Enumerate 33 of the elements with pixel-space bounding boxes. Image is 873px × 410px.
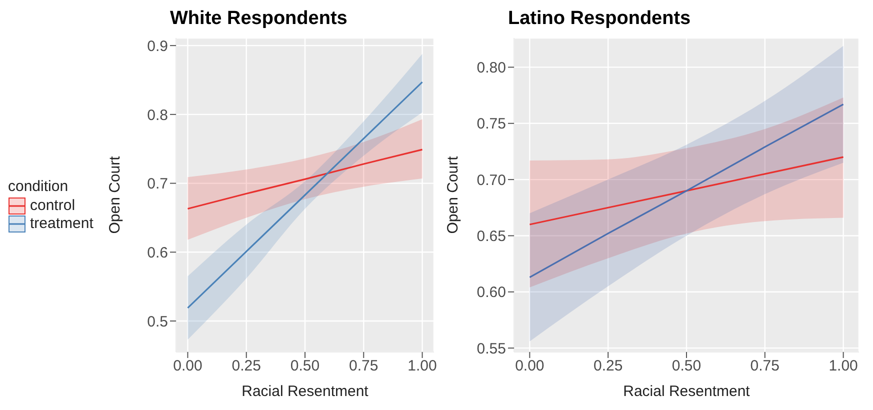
x-tick-label: 0.00 xyxy=(173,358,202,375)
x-tick-label: 1.00 xyxy=(408,358,437,375)
chart-title: Latino Respondents xyxy=(508,8,692,31)
y-tick-label: 0.8 xyxy=(147,106,168,124)
x-tick-label: 0.75 xyxy=(750,358,780,375)
x-axis-title: Racial Resentment xyxy=(623,383,751,400)
line-series xyxy=(186,148,424,210)
y-axis-title: Open Court xyxy=(444,155,462,234)
y-tick-label: 0.55 xyxy=(476,340,506,358)
x-tick-label: 0.25 xyxy=(232,358,261,375)
y-tick-label: 0.70 xyxy=(476,172,506,189)
legend-title: condition xyxy=(8,178,70,194)
y-tick-label: 0.65 xyxy=(476,228,506,246)
line-series xyxy=(528,156,844,226)
y-tick-label: 0.6 xyxy=(147,244,168,262)
y-tick-label: 0.75 xyxy=(476,116,506,133)
x-tick-label: 0.50 xyxy=(672,358,702,375)
legend-label: control xyxy=(30,197,76,214)
x-axis-title: Racial Resentment xyxy=(242,383,370,400)
chart-title: White Respondents xyxy=(170,8,348,31)
y-axis-title: Open Court xyxy=(106,155,124,234)
line-series xyxy=(186,81,424,309)
x-tick-label: 0.00 xyxy=(515,358,544,375)
y-tick-label: 0.80 xyxy=(476,60,506,77)
x-tick-label: 0.50 xyxy=(290,358,320,375)
x-tick-label: 0.75 xyxy=(349,358,378,375)
y-tick-label: 0.5 xyxy=(147,313,168,330)
y-tick-label: 0.7 xyxy=(147,176,168,193)
x-tick-label: 0.25 xyxy=(593,358,623,375)
y-tick-label: 0.9 xyxy=(147,38,168,55)
legend-label: treatment xyxy=(30,215,94,232)
y-tick-label: 0.60 xyxy=(476,284,506,302)
x-tick-label: 1.00 xyxy=(828,358,858,375)
